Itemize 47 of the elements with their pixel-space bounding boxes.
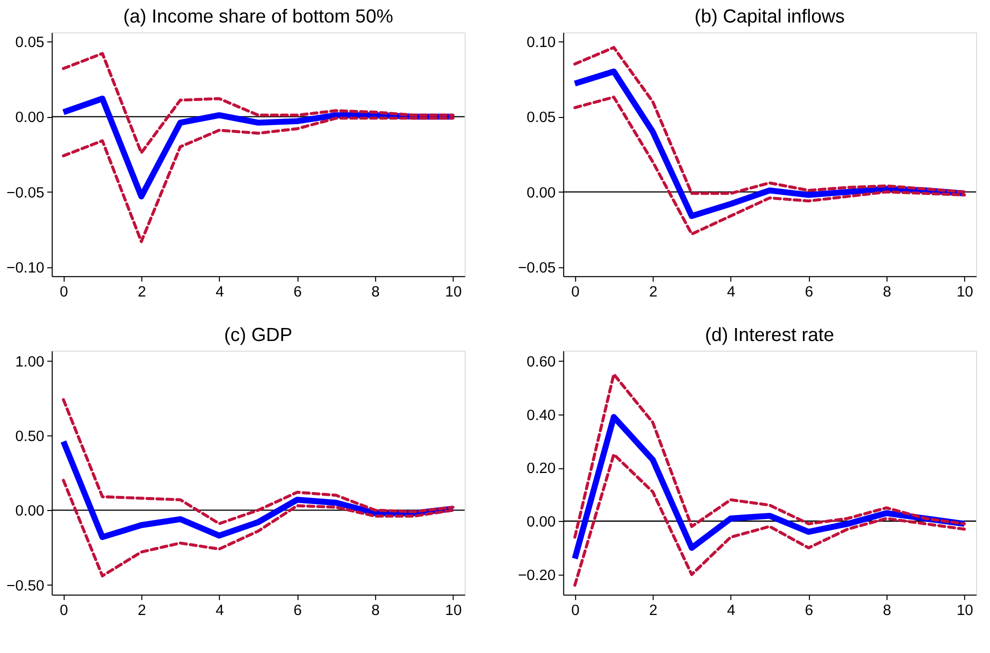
x-tick-label: 0 <box>571 602 580 619</box>
y-tick-label: 0.05 <box>15 34 44 51</box>
x-tick-label: 8 <box>371 602 380 619</box>
chart-title: (b) Capital inflows <box>694 6 845 28</box>
y-tick-label: 0.00 <box>15 109 44 126</box>
x-tick-label: 4 <box>727 284 736 301</box>
y-tick-label: −0.05 <box>6 184 44 202</box>
x-tick-label: 0 <box>571 284 580 301</box>
x-tick-label: 6 <box>804 602 814 619</box>
x-tick-label: 0 <box>60 284 68 301</box>
x-tick-label: 8 <box>882 284 892 301</box>
x-tick-label: 4 <box>727 602 736 619</box>
x-tick-label: 4 <box>216 284 224 301</box>
y-tick-label: 0.60 <box>526 353 556 370</box>
x-tick-label: 0 <box>60 602 68 619</box>
y-tick-label: −0.50 <box>6 577 44 594</box>
x-tick-label: 2 <box>649 284 658 301</box>
y-tick-label: −0.20 <box>518 567 556 584</box>
x-tick-label: 2 <box>138 284 146 301</box>
y-tick-label: 0.00 <box>526 184 556 202</box>
chart-title: (a) Income share of bottom 50% <box>123 6 394 28</box>
chart-title: (d) Interest rate <box>705 324 834 346</box>
y-tick-label: 0.20 <box>526 460 556 478</box>
y-tick-label: 0.50 <box>15 428 44 445</box>
y-tick-label: 0.00 <box>526 514 556 531</box>
line-series <box>573 452 966 587</box>
x-tick-label: 10 <box>445 602 462 619</box>
x-tick-label: 10 <box>956 602 974 619</box>
y-tick-label: 0.05 <box>526 109 556 126</box>
y-tick-label: −0.05 <box>518 260 556 277</box>
x-tick-label: 6 <box>294 602 302 619</box>
line-series <box>573 372 966 539</box>
x-tick-label: 2 <box>138 602 146 619</box>
x-tick-label: 4 <box>216 602 224 619</box>
x-tick-label: 8 <box>882 602 892 619</box>
x-tick-label: 8 <box>371 284 380 301</box>
y-tick-label: 1.00 <box>15 353 44 370</box>
y-tick-label: 0.40 <box>526 406 556 424</box>
chart-title: (c) GDP <box>224 324 292 346</box>
x-tick-label: 10 <box>445 284 462 301</box>
y-tick-label: 0.00 <box>15 502 44 520</box>
x-tick-label: 2 <box>649 602 658 619</box>
x-tick-label: 10 <box>956 284 974 301</box>
x-tick-label: 6 <box>804 284 814 301</box>
y-tick-label: 0.10 <box>526 34 556 51</box>
x-tick-label: 6 <box>294 284 302 301</box>
y-tick-label: −0.10 <box>6 260 44 277</box>
